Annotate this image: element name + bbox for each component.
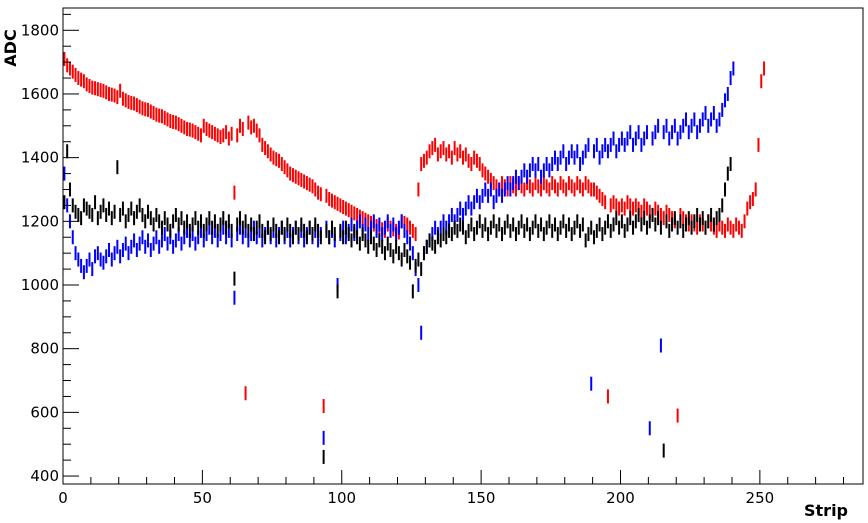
y-tick-label: 1400 (21, 149, 59, 167)
y-axis-title: ADC (1, 29, 20, 66)
y-tick-label: 1000 (21, 276, 59, 294)
x-tick-label: 0 (58, 489, 68, 507)
y-tick-label: 400 (30, 467, 59, 485)
series-0 (63, 51, 766, 423)
x-axis-title: Strip (804, 501, 848, 520)
axes: 400 600 800 1000 1200 1400 1600 1800 0 50 100 150 20… (21, 8, 863, 507)
y-tick-label: 600 (30, 403, 59, 421)
y-tick-label: 1600 (21, 85, 59, 103)
y-tick-label: 800 (30, 340, 59, 358)
x-tick-label: 50 (193, 489, 212, 507)
series-2 (63, 144, 732, 464)
y-tick-label: 1200 (21, 212, 59, 230)
series-layer (63, 51, 766, 464)
x-tick-label: 150 (467, 489, 496, 507)
x-tick-label: 100 (327, 489, 356, 507)
y-tick-label: 1800 (21, 21, 59, 39)
x-tick-label: 200 (606, 489, 635, 507)
x-tick-label: 250 (746, 489, 775, 507)
